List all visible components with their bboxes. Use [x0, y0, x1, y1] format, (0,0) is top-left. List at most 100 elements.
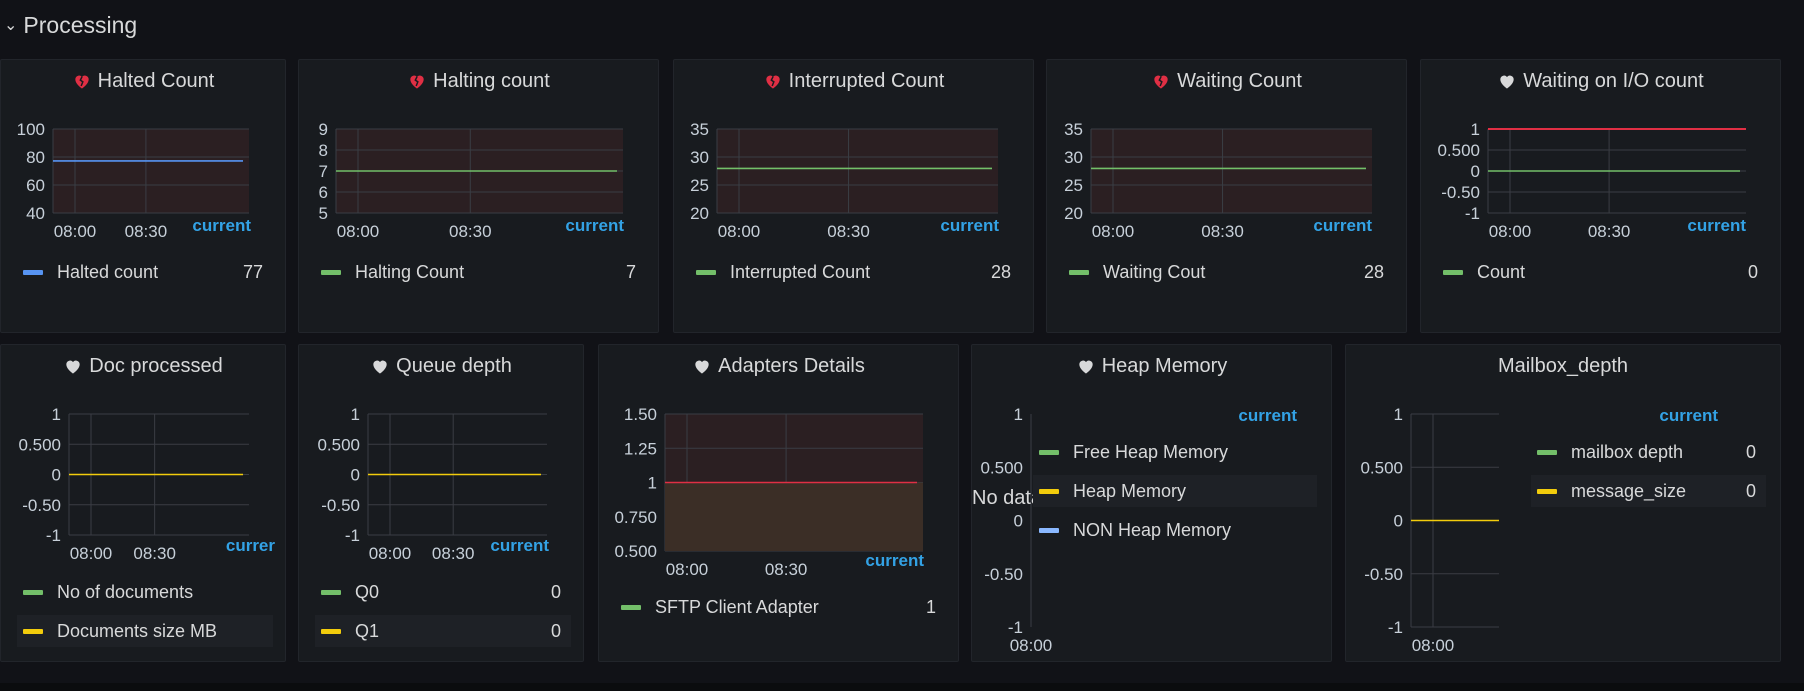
graph[interactable]: 35 30 25 20 08:00 08:30	[674, 60, 1034, 333]
y-tick-label: 25	[1064, 176, 1083, 195]
legend-item[interactable]: NON Heap Memory	[1033, 514, 1317, 546]
graph[interactable]: 100 80 60 40 08:00 08:30	[1, 60, 286, 333]
legend-value: 1	[925, 596, 936, 617]
legend-header-current[interactable]: current	[1313, 216, 1372, 235]
y-tick-label: 1	[351, 405, 360, 424]
legend-header-current[interactable]: currer	[225, 536, 275, 555]
y-tick-label: 0.500	[1437, 141, 1480, 160]
y-tick-label: 35	[1064, 120, 1083, 139]
graph[interactable]: 9 8 7 6 5 08:00 08:30	[299, 60, 659, 333]
legend-color-swatch[interactable]	[321, 628, 341, 634]
panel-title[interactable]: Halting count	[299, 60, 658, 102]
legend-name: Documents size MB	[57, 620, 218, 641]
panel-adapters: Adapters Details 1.50 1.25 1 0.750 0.500 08:00…	[598, 344, 959, 662]
legend-name: Q0	[355, 581, 380, 602]
legend-color-swatch[interactable]	[621, 604, 641, 610]
legend-item[interactable]: Halting Count 7	[315, 256, 646, 288]
legend-item[interactable]: Q1 0	[315, 615, 571, 647]
panel-interrupted: Interrupted Count 35 30 25 20 08:00 08:30 curre…	[673, 59, 1034, 333]
legend-color-swatch[interactable]	[696, 269, 716, 275]
panel-title[interactable]: Queue depth	[299, 345, 583, 387]
legend-color-swatch[interactable]	[1039, 449, 1059, 455]
legend-value: 28	[1363, 261, 1384, 282]
graph[interactable]: 1 0.500 0 -0.50 -1 08:00 08:30	[1, 345, 286, 662]
legend-item[interactable]: Documents size MB	[17, 615, 273, 647]
y-tick-label: 9	[319, 120, 328, 139]
legend-header-current[interactable]: current	[1238, 406, 1297, 425]
legend-value: 0	[550, 620, 561, 641]
panel-title[interactable]: Waiting on I/O count	[1421, 60, 1780, 102]
y-tick-label: 30	[690, 148, 709, 167]
graph[interactable]: 1 0.500 0 -0.50 -1 08:00 08:30	[1421, 60, 1781, 333]
y-tick-label: 0	[1394, 512, 1403, 531]
legend-color-swatch[interactable]	[1039, 488, 1059, 494]
x-tick-label: 08:30	[125, 222, 168, 241]
legend-header-current[interactable]: current	[865, 551, 924, 570]
legend-color-swatch[interactable]	[23, 269, 43, 275]
x-tick-label: 08:30	[449, 222, 492, 241]
legend-item[interactable]: Free Heap Memory	[1033, 436, 1317, 468]
legend-item[interactable]: mailbox depth 0	[1531, 436, 1766, 468]
panel-title-text: Waiting Count	[1177, 69, 1302, 92]
legend-header-current[interactable]: current	[940, 216, 999, 235]
panel-title[interactable]: Adapters Details	[599, 345, 958, 387]
legend-name: Waiting Cout	[1103, 261, 1206, 282]
legend-header-current[interactable]: current	[192, 216, 251, 235]
y-tick-label: -1	[46, 526, 61, 545]
y-tick-label: 100	[17, 120, 45, 139]
y-tick-label: 35	[690, 120, 709, 139]
legend-color-swatch[interactable]	[1069, 269, 1089, 275]
legend-name: No of documents	[57, 581, 194, 602]
legend-color-swatch[interactable]	[23, 628, 43, 634]
legend-header-current[interactable]: current	[565, 216, 624, 235]
legend-item[interactable]: No of documents	[17, 576, 273, 608]
panel-title[interactable]: Interrupted Count	[674, 60, 1033, 102]
legend-color-swatch[interactable]	[321, 589, 341, 595]
panel-title[interactable]: Halted Count	[1, 60, 285, 102]
legend-header-current[interactable]: current	[490, 536, 549, 555]
legend-item[interactable]: Heap Memory	[1033, 475, 1317, 507]
graph[interactable]: 35 30 25 20 08:00 08:30	[1047, 60, 1407, 333]
y-tick-label: 0.500	[18, 435, 61, 454]
panel-title[interactable]: Mailbox_depth	[1346, 345, 1780, 387]
heart-icon	[695, 360, 709, 374]
x-tick-label: 08:30	[1201, 222, 1244, 241]
legend-header-current[interactable]: current	[1687, 216, 1746, 235]
x-tick-label: 08:00	[666, 560, 709, 579]
row-header-processing[interactable]: ⌄ Processing	[0, 8, 137, 42]
y-tick-label: 1	[52, 405, 61, 424]
chevron-down-icon[interactable]: ⌄	[4, 17, 18, 34]
panel-halting: Halting count 9 8 7 6 5 08:00 08:30 current Halti…	[298, 59, 659, 333]
legend-color-swatch[interactable]	[1537, 488, 1557, 494]
legend-color-swatch[interactable]	[1039, 527, 1059, 533]
legend-item[interactable]: Waiting Cout 28	[1063, 256, 1394, 288]
legend-header-current[interactable]: current	[1659, 406, 1718, 425]
legend-color-swatch[interactable]	[321, 269, 341, 275]
legend-color-swatch[interactable]	[23, 589, 43, 595]
panel-title[interactable]: Heap Memory	[972, 345, 1331, 387]
graph[interactable]: 1 0.500 0 -0.50 -1 08:00 08:30	[299, 345, 584, 662]
legend-color-swatch[interactable]	[1443, 269, 1463, 275]
legend-item[interactable]: Count 0	[1437, 256, 1768, 288]
y-tick-label: 1.25	[624, 439, 657, 458]
threshold-region	[1091, 129, 1372, 213]
legend-value: 0	[1745, 441, 1756, 462]
series-fill	[665, 482, 923, 551]
panel-title[interactable]: Doc processed	[1, 345, 285, 387]
legend-item[interactable]: Halted count 77	[17, 256, 273, 288]
panel-queue: Queue depth 1 0.500 0 -0.50 -1 08:00 08:30 curre…	[298, 344, 584, 662]
graph[interactable]: 1.50 1.25 1 0.750 0.500 08:00 08:30	[599, 345, 959, 662]
legend-item[interactable]: SFTP Client Adapter 1	[615, 591, 946, 623]
x-tick-label: 08:00	[70, 544, 113, 563]
y-tick-label: -0.50	[22, 496, 61, 515]
y-tick-label: 30	[1064, 148, 1083, 167]
y-tick-label: 1	[1014, 405, 1023, 424]
legend-item[interactable]: Interrupted Count 28	[690, 256, 1021, 288]
panel-title[interactable]: Waiting Count	[1047, 60, 1406, 102]
legend-item[interactable]: message_size 0	[1531, 475, 1766, 507]
legend-color-swatch[interactable]	[1537, 449, 1557, 455]
legend-item[interactable]: Q0 0	[315, 576, 571, 608]
legend-name: Count	[1477, 261, 1526, 282]
